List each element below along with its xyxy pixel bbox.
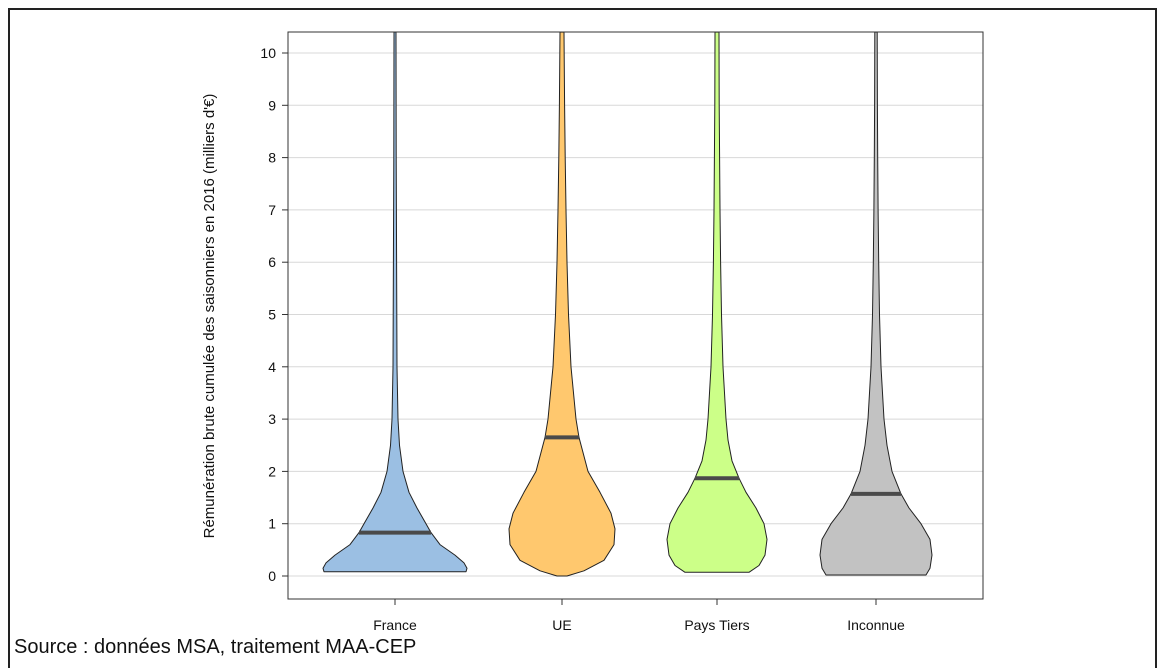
x-tick-label: Inconnue — [847, 617, 905, 633]
violin-france — [322, 32, 468, 573]
violin-pays-tiers — [666, 32, 768, 573]
y-tick-label: 1 — [268, 516, 276, 532]
y-tick-label: 8 — [268, 150, 276, 166]
y-tick-label: 0 — [268, 568, 276, 584]
y-tick-label: 4 — [268, 359, 276, 375]
x-axis: France UE Pays Tiers Inconnue — [373, 599, 905, 633]
y-tick-label: 3 — [268, 411, 276, 427]
y-tick-label: 7 — [268, 202, 276, 218]
y-axis: 0 1 2 3 4 5 6 7 8 9 10 — [260, 45, 288, 584]
violins — [322, 32, 933, 577]
x-tick-label: UE — [552, 617, 571, 633]
y-tick-label: 5 — [268, 307, 276, 323]
y-tick-label: 9 — [268, 97, 276, 113]
plot-area — [287, 31, 984, 600]
y-tick-label: 10 — [260, 45, 276, 61]
y-tick-label: 2 — [268, 463, 276, 479]
x-tick-label: Pays Tiers — [684, 617, 749, 633]
source-note: Source : données MSA, traitement MAA-CEP — [14, 636, 417, 658]
x-tick-label: France — [373, 617, 417, 633]
y-axis-label: Rémunération brute cumulée des saisonnie… — [201, 94, 218, 539]
y-tick-label: 6 — [268, 254, 276, 270]
violin-ue — [508, 32, 616, 577]
